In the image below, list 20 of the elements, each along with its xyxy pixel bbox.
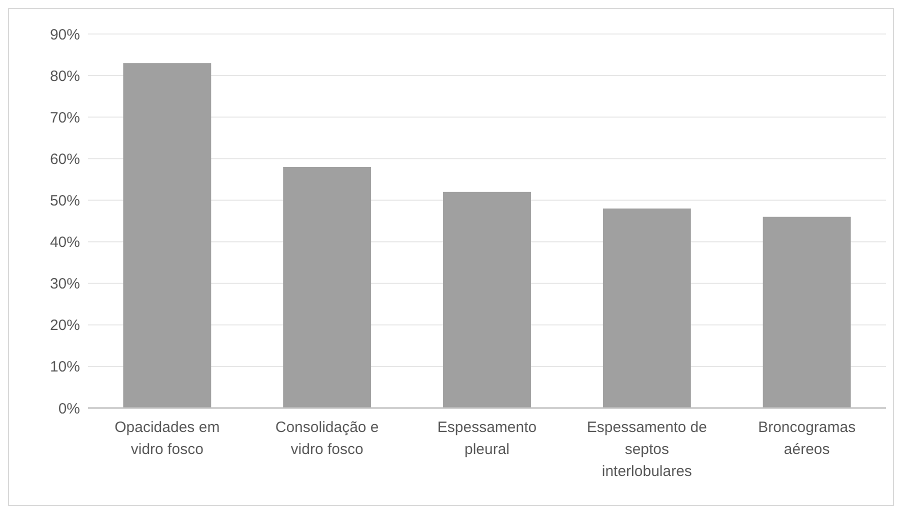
bar xyxy=(123,63,212,408)
x-tick-label: Espessamento pleural xyxy=(437,419,537,458)
x-tick-label: Espessamento de septos interlobulares xyxy=(586,419,707,480)
y-tick-label: 10% xyxy=(50,358,80,376)
y-tick-label: 40% xyxy=(50,234,80,252)
y-tick-label: 70% xyxy=(50,109,80,126)
y-tick-label: 80% xyxy=(50,68,80,85)
bar xyxy=(602,208,691,408)
y-tick-label: 60% xyxy=(50,150,80,168)
bar xyxy=(443,192,531,408)
y-tick-label: 20% xyxy=(50,317,80,334)
y-tick-label: 90% xyxy=(50,26,80,44)
x-tick-label: Opacidades em vidro fosco xyxy=(114,419,220,458)
x-tick-label: Consolidação e vidro fosco xyxy=(275,419,379,458)
x-tick-label: Broncogramas aéreos xyxy=(758,419,856,458)
y-tick-label: 30% xyxy=(50,276,80,293)
bar xyxy=(762,216,851,408)
y-tick-label: 0% xyxy=(58,400,80,418)
y-tick-label: 50% xyxy=(50,192,80,210)
bar xyxy=(283,166,372,408)
